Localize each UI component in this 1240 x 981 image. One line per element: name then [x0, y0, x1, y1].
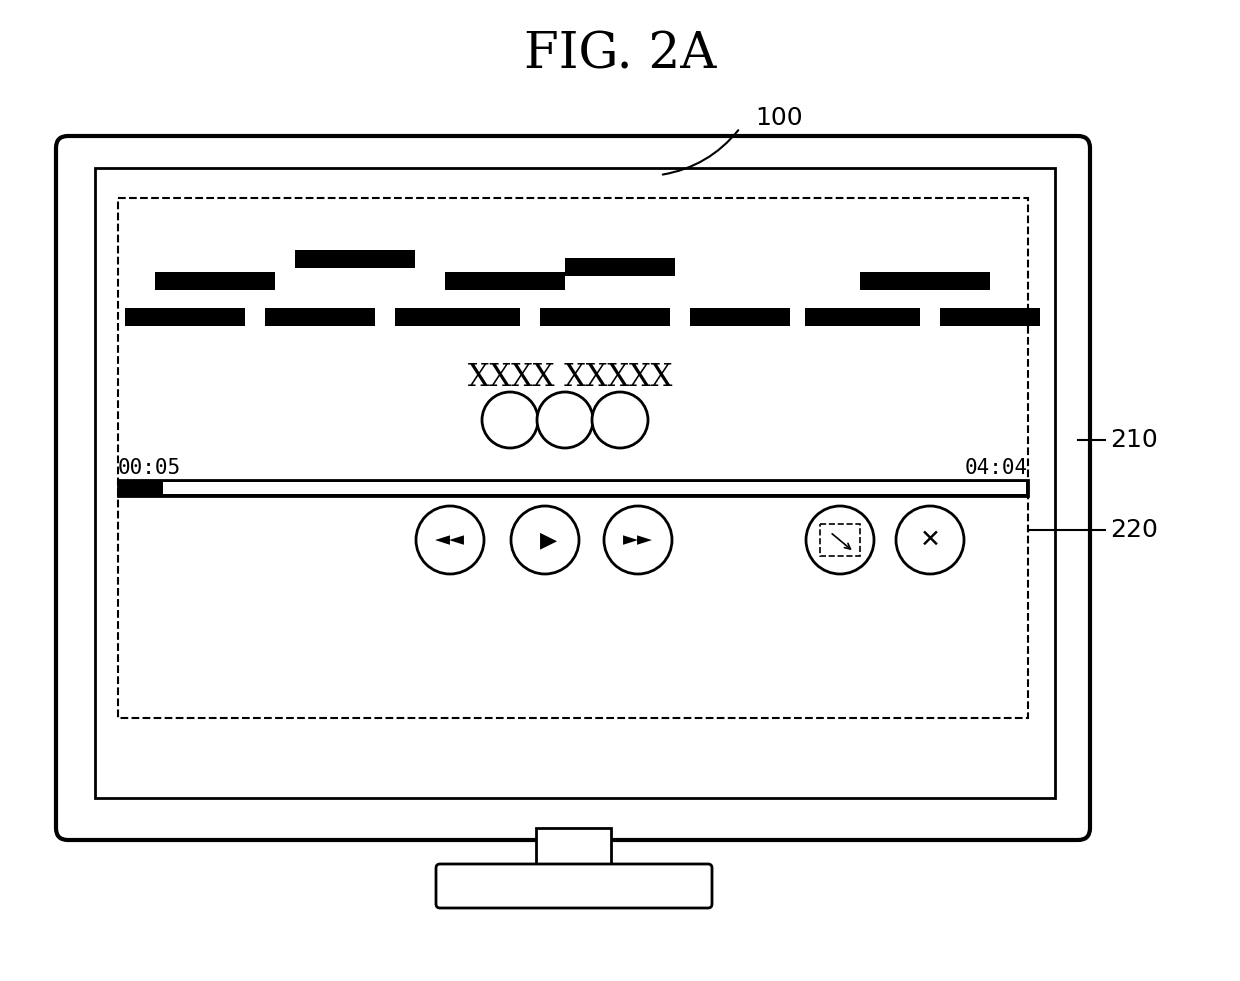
Text: ▶: ▶	[539, 530, 557, 550]
Text: XXXX XXXXX: XXXX XXXXX	[467, 363, 672, 393]
Circle shape	[591, 392, 649, 448]
Circle shape	[806, 506, 874, 574]
Text: ✕: ✕	[920, 528, 940, 552]
Bar	[539, 308, 670, 326]
Bar	[118, 480, 1028, 496]
Text: 04:04: 04:04	[965, 458, 1028, 478]
Bar	[689, 308, 790, 326]
Bar	[396, 308, 520, 326]
Bar	[125, 308, 246, 326]
Bar	[565, 258, 675, 276]
Text: 220: 220	[1110, 518, 1158, 542]
Bar	[445, 272, 565, 290]
Text: FIG. 2A: FIG. 2A	[523, 30, 717, 79]
Bar	[820, 524, 861, 556]
Circle shape	[537, 392, 593, 448]
Text: 100: 100	[755, 106, 802, 130]
Circle shape	[604, 506, 672, 574]
Bar	[295, 250, 415, 268]
Text: ◄◄: ◄◄	[435, 531, 465, 549]
Circle shape	[511, 506, 579, 574]
FancyBboxPatch shape	[436, 864, 712, 908]
Bar	[536, 828, 611, 870]
Bar	[805, 308, 920, 326]
Text: ►►: ►►	[622, 531, 653, 549]
Text: 00:05: 00:05	[118, 458, 181, 478]
Bar	[118, 198, 1028, 718]
Bar	[95, 168, 1055, 798]
FancyBboxPatch shape	[56, 136, 1090, 840]
Circle shape	[897, 506, 963, 574]
Circle shape	[482, 392, 538, 448]
Text: 210: 210	[1110, 428, 1158, 452]
Bar	[265, 308, 374, 326]
Bar	[162, 482, 1025, 494]
Bar	[155, 272, 275, 290]
Circle shape	[415, 506, 484, 574]
Bar	[861, 272, 990, 290]
Bar	[940, 308, 1040, 326]
